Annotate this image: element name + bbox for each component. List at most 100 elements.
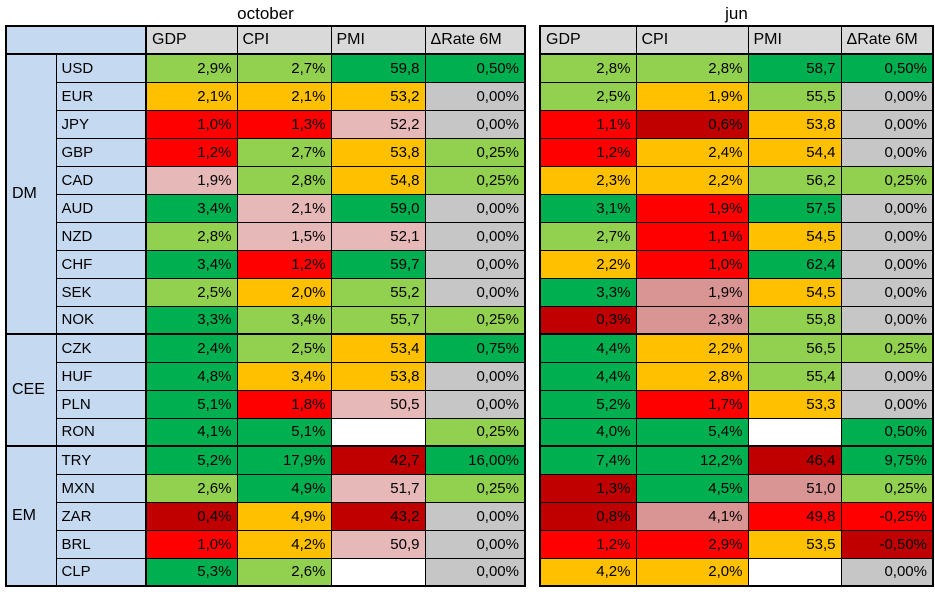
cell-october-huf-rate-6m[interactable]: 0,00% [424, 361, 526, 391]
cell-jun-pmi[interactable]: 58,7 [747, 53, 842, 83]
cell-october-brl-cpi[interactable]: 4,2% [236, 529, 332, 559]
cell-october-ron-pmi[interactable] [330, 417, 426, 447]
currency-label-chf[interactable]: CHF [55, 249, 147, 279]
cell-october-zar-pmi[interactable]: 43,2 [330, 501, 426, 531]
cell-october-cad-gdp[interactable]: 1,9% [145, 165, 238, 195]
cell-jun-rate-6m[interactable]: 0,50% [840, 417, 934, 447]
cell-jun-pmi[interactable]: 54,5 [747, 277, 842, 307]
currency-label-brl[interactable]: BRL [55, 529, 147, 559]
cell-october-zar-gdp[interactable]: 0,4% [145, 501, 238, 531]
group-label-em[interactable]: EM [5, 445, 57, 587]
cell-jun-gdp[interactable]: 2,5% [539, 81, 637, 111]
cell-jun-rate-6m[interactable]: 0,25% [840, 333, 934, 363]
cell-jun-cpi[interactable]: 1,0% [635, 249, 749, 279]
cell-october-pln-gdp[interactable]: 5,1% [145, 389, 238, 419]
cell-october-nzd-pmi[interactable]: 52,1 [330, 221, 426, 251]
cell-jun-gdp[interactable]: 2,3% [539, 165, 637, 195]
cell-jun-cpi[interactable]: 1,7% [635, 389, 749, 419]
cell-october-mxn-gdp[interactable]: 2,6% [145, 473, 238, 503]
cell-jun-gdp[interactable]: 0,8% [539, 501, 637, 531]
cell-jun-rate-6m[interactable]: -0,25% [840, 501, 934, 531]
cell-jun-cpi[interactable]: 12,2% [635, 445, 749, 475]
cell-october-mxn-cpi[interactable]: 4,9% [236, 473, 332, 503]
cell-jun-pmi[interactable]: 49,8 [747, 501, 842, 531]
cell-jun-cpi[interactable]: 1,1% [635, 221, 749, 251]
cell-october-jpy-cpi[interactable]: 1,3% [236, 109, 332, 139]
cell-jun-rate-6m[interactable]: 0,00% [840, 81, 934, 111]
group-label-dm[interactable]: DM [5, 53, 57, 335]
cell-october-aud-rate-6m[interactable]: 0,00% [424, 193, 526, 223]
currency-label-mxn[interactable]: MXN [55, 473, 147, 503]
cell-jun-cpi[interactable]: 1,9% [635, 277, 749, 307]
cell-jun-rate-6m[interactable]: 0,00% [840, 249, 934, 279]
cell-jun-gdp[interactable]: 1,3% [539, 473, 637, 503]
cell-october-gbp-pmi[interactable]: 53,8 [330, 137, 426, 167]
currency-label-czk[interactable]: CZK [55, 333, 147, 363]
cell-jun-gdp[interactable]: 2,7% [539, 221, 637, 251]
cell-october-huf-gdp[interactable]: 4,8% [145, 361, 238, 391]
cell-jun-pmi[interactable]: 51,0 [747, 473, 842, 503]
cell-october-eur-pmi[interactable]: 53,2 [330, 81, 426, 111]
cell-october-nok-gdp[interactable]: 3,3% [145, 305, 238, 335]
currency-label-try[interactable]: TRY [55, 445, 147, 475]
currency-label-usd[interactable]: USD [55, 53, 147, 83]
cell-october-nok-pmi[interactable]: 55,7 [330, 305, 426, 335]
cell-october-pln-rate-6m[interactable]: 0,00% [424, 389, 526, 419]
cell-october-eur-cpi[interactable]: 2,1% [236, 81, 332, 111]
cell-october-sek-gdp[interactable]: 2,5% [145, 277, 238, 307]
cell-jun-rate-6m[interactable]: 0,00% [840, 221, 934, 251]
cell-jun-gdp[interactable]: 4,4% [539, 333, 637, 363]
currency-label-cad[interactable]: CAD [55, 165, 147, 195]
cell-october-mxn-rate-6m[interactable]: 0,25% [424, 473, 526, 503]
cell-october-nzd-rate-6m[interactable]: 0,00% [424, 221, 526, 251]
currency-label-sek[interactable]: SEK [55, 277, 147, 307]
cell-october-czk-rate-6m[interactable]: 0,75% [424, 333, 526, 363]
column-header-rate-6m[interactable]: ΔRate 6M [424, 25, 526, 55]
cell-october-ron-cpi[interactable]: 5,1% [236, 417, 332, 447]
cell-october-nok-cpi[interactable]: 3,4% [236, 305, 332, 335]
cell-jun-gdp[interactable]: 2,8% [539, 53, 637, 83]
cell-october-czk-pmi[interactable]: 53,4 [330, 333, 426, 363]
cell-jun-rate-6m[interactable]: 0,00% [840, 137, 934, 167]
column-header-rate-6m[interactable]: ΔRate 6M [840, 25, 934, 55]
cell-jun-cpi[interactable]: 4,5% [635, 473, 749, 503]
column-header-cpi[interactable]: CPI [236, 25, 332, 55]
cell-jun-pmi[interactable]: 55,4 [747, 361, 842, 391]
cell-jun-cpi[interactable]: 2,8% [635, 361, 749, 391]
cell-october-gbp-rate-6m[interactable]: 0,25% [424, 137, 526, 167]
currency-label-zar[interactable]: ZAR [55, 501, 147, 531]
cell-jun-pmi[interactable]: 53,8 [747, 109, 842, 139]
column-header-cpi[interactable]: CPI [635, 25, 749, 55]
cell-october-nok-rate-6m[interactable]: 0,25% [424, 305, 526, 335]
cell-october-chf-rate-6m[interactable]: 0,00% [424, 249, 526, 279]
cell-october-ron-rate-6m[interactable]: 0,25% [424, 417, 526, 447]
cell-october-cad-rate-6m[interactable]: 0,25% [424, 165, 526, 195]
cell-jun-gdp[interactable]: 2,2% [539, 249, 637, 279]
cell-jun-pmi[interactable]: 56,2 [747, 165, 842, 195]
cell-jun-pmi[interactable]: 56,5 [747, 333, 842, 363]
cell-jun-gdp[interactable]: 3,1% [539, 193, 637, 223]
cell-october-zar-rate-6m[interactable]: 0,00% [424, 501, 526, 531]
cell-jun-pmi[interactable]: 62,4 [747, 249, 842, 279]
cell-october-ron-gdp[interactable]: 4,1% [145, 417, 238, 447]
currency-label-eur[interactable]: EUR [55, 81, 147, 111]
currency-label-ron[interactable]: RON [55, 417, 147, 447]
cell-october-try-cpi[interactable]: 17,9% [236, 445, 332, 475]
cell-jun-rate-6m[interactable]: 0,00% [840, 557, 934, 587]
cell-october-jpy-rate-6m[interactable]: 0,00% [424, 109, 526, 139]
cell-jun-rate-6m[interactable]: 0,50% [840, 53, 934, 83]
cell-jun-rate-6m[interactable]: 0,25% [840, 165, 934, 195]
cell-jun-pmi[interactable]: 54,4 [747, 137, 842, 167]
cell-jun-gdp[interactable]: 1,1% [539, 109, 637, 139]
cell-jun-pmi[interactable] [747, 557, 842, 587]
cell-october-try-gdp[interactable]: 5,2% [145, 445, 238, 475]
cell-jun-cpi[interactable]: 1,9% [635, 81, 749, 111]
cell-jun-rate-6m[interactable]: 0,00% [840, 389, 934, 419]
cell-october-try-pmi[interactable]: 42,7 [330, 445, 426, 475]
cell-jun-gdp[interactable]: 7,4% [539, 445, 637, 475]
cell-jun-cpi[interactable]: 2,2% [635, 165, 749, 195]
cell-jun-pmi[interactable]: 54,5 [747, 221, 842, 251]
cell-jun-gdp[interactable]: 4,2% [539, 557, 637, 587]
cell-october-clp-gdp[interactable]: 5,3% [145, 557, 238, 587]
cell-october-gbp-cpi[interactable]: 2,7% [236, 137, 332, 167]
